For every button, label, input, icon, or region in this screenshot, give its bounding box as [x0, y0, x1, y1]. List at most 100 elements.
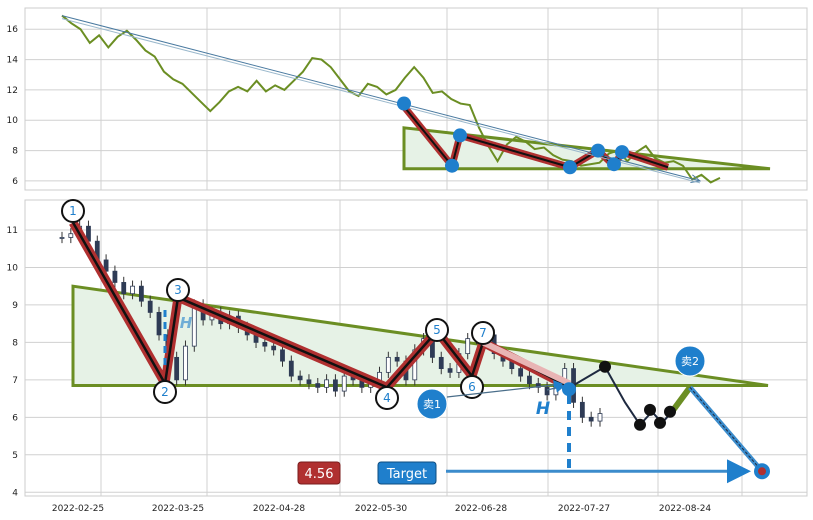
bottom-panel: 4 5 6 7 8 9 10 11 2022-02-25 2022-03-25 2022-04-2…: [7, 199, 808, 514]
top-panel: 6 8 10 12 14 16: [7, 7, 808, 191]
candle-body: [394, 356, 400, 362]
x-tick-label: 2022-05-30: [355, 504, 408, 514]
candle-body: [191, 304, 197, 347]
forecast-green-segment: [669, 385, 693, 414]
annotations: H 卖1 H 卖2 4.56 Target: [163, 310, 770, 485]
candle-body: [68, 233, 74, 238]
bottom-y-tick-label: 11: [7, 226, 18, 236]
bottom-triangle-pattern: [71, 284, 769, 387]
top-pivot-dot: [615, 145, 629, 160]
x-tick-label: 2022-06-28: [455, 504, 508, 514]
candle-body: [597, 413, 603, 422]
top-y-tick-label: 12: [7, 86, 18, 96]
h-label-right: H: [536, 399, 550, 419]
top-y-tick-label: 8: [12, 147, 18, 157]
pivot-circle: [471, 321, 495, 345]
candle-body: [262, 341, 268, 347]
candle-body: [280, 349, 285, 362]
sell1-circle: [416, 388, 448, 420]
candle-body: [121, 282, 127, 295]
candle-body: [588, 416, 594, 422]
x-tick-label: 2022-02-25: [52, 504, 104, 514]
top-pivot-dots: [397, 96, 629, 175]
candle-body: [130, 285, 135, 295]
bottom-y-tick-label: 8: [12, 338, 18, 348]
candle-body: [544, 386, 550, 396]
pivot-label: 4: [383, 391, 391, 405]
x-tick-label: 2022-07-27: [558, 504, 610, 514]
sell2-circle: [674, 345, 706, 377]
x-tick-label: 2022-04-28: [253, 504, 306, 514]
candle-body: [271, 345, 277, 351]
x-tick-label: 2022-08-24: [659, 504, 712, 514]
bottom-y-tick-label: 9: [12, 301, 18, 311]
target-label: Target: [386, 467, 427, 482]
top-y-tick-labels: 6 8 10 12 14 16: [7, 25, 19, 187]
pivot-circle: [375, 386, 399, 410]
candle-body: [527, 375, 532, 384]
pivot-label: 7: [479, 326, 487, 340]
top-price-line: [61, 14, 721, 184]
top-y-tick-label: 6: [12, 177, 18, 187]
target-box-bg: [377, 461, 437, 485]
forecast-path: [569, 360, 764, 473]
sell1-label: 卖1: [423, 398, 441, 411]
h-arrow: [546, 383, 566, 393]
pivot-label: 6: [468, 380, 476, 394]
candle-body: [447, 368, 453, 373]
pivot-circle: [166, 278, 190, 302]
top-pivot-dot: [397, 96, 411, 111]
candle-body: [579, 401, 585, 418]
candle-body: [306, 379, 312, 384]
candle-body: [297, 375, 303, 381]
pivot-markers: 1 2 3 4 5 6 7: [61, 199, 495, 410]
pivot-circle: [61, 199, 85, 223]
pivot-circle: [153, 380, 177, 404]
bottom-zigzag: [69, 220, 573, 392]
forecast-dot: [634, 418, 646, 431]
top-pivot-dot: [607, 157, 621, 172]
top-y-tick-label: 16: [7, 25, 19, 35]
pivot-label: 2: [161, 385, 169, 399]
candle-body: [341, 375, 347, 392]
candle-body: [324, 379, 329, 388]
bottom-zigzag-tail: [481, 339, 572, 387]
candle-body: [385, 356, 391, 373]
x-tick-labels: 2022-02-25 2022-03-25 2022-04-28 2022-05-30…: [52, 504, 712, 514]
forecast-dot: [599, 360, 611, 373]
bottom-y-tick-label: 6: [12, 413, 18, 423]
bottom-y-tick-label: 5: [12, 451, 18, 461]
bottom-y-tick-label: 4: [12, 488, 18, 498]
candle-body: [535, 383, 541, 388]
top-pivot-dot: [563, 160, 577, 175]
candle-body: [156, 312, 162, 336]
target-point-inner: [758, 467, 766, 476]
pivot-label: 1: [69, 204, 77, 218]
forecast-drop-dash: [689, 387, 763, 472]
candle-body: [465, 338, 471, 355]
price-badge-text: 4.56: [305, 467, 334, 482]
price-badge-bg: [297, 461, 341, 485]
top-pivot-dot: [591, 143, 605, 158]
candle-body: [438, 356, 444, 370]
h-label-left: H: [180, 314, 193, 332]
x-tick-label: 2022-03-25: [152, 504, 204, 514]
top-pivot-dot: [445, 158, 459, 173]
top-y-tick-label: 14: [7, 56, 19, 66]
candle-body: [315, 383, 321, 388]
candle-body: [138, 285, 144, 302]
candle-body: [147, 300, 153, 313]
sell2-label: 卖2: [681, 355, 699, 368]
pivot-circle: [425, 318, 449, 342]
candle-body: [333, 379, 338, 392]
pivot-circle: [460, 375, 484, 399]
top-y-tick-label: 10: [7, 116, 19, 126]
bottom-y-tick-label: 10: [7, 263, 19, 273]
top-pivot-dot: [453, 128, 467, 143]
candle-body: [518, 368, 524, 377]
forecast-dot: [664, 405, 676, 418]
forecast-dot: [654, 416, 666, 429]
pivot-label: 3: [174, 283, 182, 297]
bottom-zigzag-inner: [71, 221, 571, 389]
